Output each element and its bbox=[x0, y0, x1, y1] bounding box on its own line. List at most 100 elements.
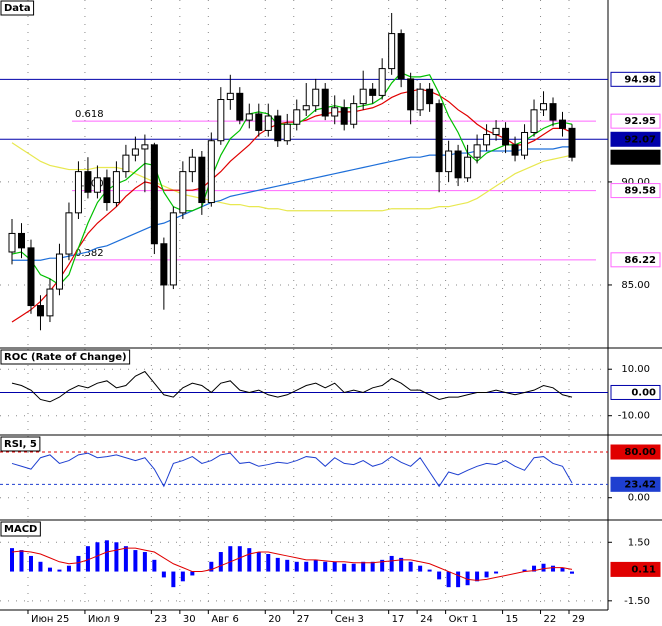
histogram-bar bbox=[370, 561, 375, 572]
x-tick-label: 29 bbox=[572, 614, 585, 625]
level-label: 94.98 bbox=[624, 74, 656, 85]
candle-body bbox=[378, 68, 386, 96]
panel-title: ROC (Rate of Change) bbox=[4, 352, 127, 363]
candle-body bbox=[454, 150, 462, 179]
ma-line bbox=[11, 88, 573, 323]
histogram-bar bbox=[285, 559, 290, 572]
candle-body bbox=[217, 99, 225, 142]
histogram-bar bbox=[494, 571, 499, 574]
histogram-bar bbox=[95, 542, 100, 572]
candle-body bbox=[283, 123, 291, 142]
level-label-box bbox=[610, 113, 661, 129]
level-label-box bbox=[610, 561, 661, 577]
level-label-box bbox=[610, 183, 661, 199]
level-label-box bbox=[610, 71, 661, 87]
histogram-bar bbox=[19, 550, 24, 572]
y-tick-label: -10.00 bbox=[618, 411, 650, 422]
histogram-bar bbox=[76, 555, 81, 572]
candle-body bbox=[65, 212, 73, 255]
candle-body bbox=[340, 107, 348, 125]
histogram-bar bbox=[190, 571, 195, 576]
candle-body bbox=[46, 288, 54, 317]
histogram-bar bbox=[180, 571, 185, 582]
histogram-bar bbox=[237, 546, 242, 572]
indicator-line bbox=[11, 370, 573, 403]
histogram-bar bbox=[275, 557, 280, 572]
histogram-bar bbox=[85, 546, 90, 572]
level-label: 0.11 bbox=[631, 564, 656, 575]
candle-body bbox=[464, 156, 472, 179]
candle-body bbox=[416, 88, 424, 111]
panel-title: RSI, 5 bbox=[4, 439, 37, 450]
candle-body bbox=[179, 171, 187, 214]
level-label: 80.00 bbox=[624, 447, 656, 458]
x-tick-label: 20 bbox=[268, 614, 281, 625]
histogram-bar bbox=[142, 552, 147, 572]
candle-body bbox=[150, 144, 158, 245]
panel-title-box bbox=[0, 521, 41, 537]
histogram-bar bbox=[332, 561, 337, 572]
x-tick-label: Окт 1 bbox=[449, 614, 478, 625]
panel-title-box bbox=[0, 0, 35, 16]
histogram-bar bbox=[209, 561, 214, 572]
candle-body bbox=[540, 103, 548, 111]
candle-body bbox=[84, 171, 92, 193]
histogram-bar bbox=[475, 571, 480, 582]
candle-body bbox=[17, 232, 25, 249]
histogram-bar bbox=[342, 563, 347, 572]
candle-body bbox=[331, 107, 339, 117]
histogram-bar bbox=[570, 571, 574, 574]
y-tick-label: 85.00 bbox=[621, 280, 650, 291]
candle-body bbox=[492, 127, 500, 136]
candle-body bbox=[236, 92, 244, 121]
histogram-bar bbox=[313, 559, 318, 572]
histogram-bar bbox=[465, 571, 470, 586]
candle-body bbox=[160, 243, 168, 286]
y-tick-label: -1.50 bbox=[624, 596, 650, 607]
fibo-label: 0.618 bbox=[75, 109, 104, 120]
panel-title: MACD bbox=[4, 524, 37, 535]
candle-body bbox=[74, 171, 82, 214]
candle-body bbox=[521, 131, 529, 156]
candle-body bbox=[407, 78, 415, 111]
candle-body bbox=[36, 305, 44, 317]
panel-title: Data bbox=[4, 3, 31, 14]
candle-body bbox=[530, 109, 538, 133]
histogram-bar bbox=[437, 571, 442, 580]
candle-body bbox=[122, 154, 130, 173]
level-label-box bbox=[610, 384, 661, 400]
level-label: 91.20 bbox=[624, 152, 656, 163]
level-label: 86.22 bbox=[624, 255, 656, 266]
candle-body bbox=[27, 247, 35, 307]
x-tick-label: 23 bbox=[154, 614, 167, 625]
candle-body bbox=[93, 177, 101, 193]
candle-body bbox=[435, 103, 443, 173]
candle-body bbox=[359, 88, 367, 105]
candle-body bbox=[55, 253, 63, 290]
level-label-box bbox=[610, 131, 661, 147]
level-label-box bbox=[610, 252, 661, 268]
level-label: 92.95 bbox=[624, 116, 656, 127]
histogram-bar bbox=[380, 559, 385, 572]
histogram-bar bbox=[418, 565, 423, 572]
candle-body bbox=[103, 177, 111, 204]
candle-body bbox=[445, 150, 453, 173]
histogram-bar bbox=[541, 563, 546, 572]
level-label-box bbox=[610, 476, 661, 492]
histogram-bar bbox=[133, 550, 138, 572]
candle-body bbox=[293, 109, 301, 125]
level-label: 89.58 bbox=[624, 186, 656, 197]
panel-title-box bbox=[0, 436, 41, 452]
histogram-bar bbox=[247, 548, 252, 572]
histogram-bar bbox=[28, 555, 33, 572]
histogram-bar bbox=[294, 561, 299, 572]
level-label-box bbox=[610, 149, 661, 165]
histogram-bar bbox=[484, 571, 489, 578]
candle-body bbox=[112, 171, 120, 204]
x-tick-label: Авг 6 bbox=[211, 614, 239, 625]
histogram-bar bbox=[256, 552, 261, 572]
candle-body bbox=[141, 144, 149, 150]
x-tick-label: Сен 3 bbox=[335, 614, 364, 625]
